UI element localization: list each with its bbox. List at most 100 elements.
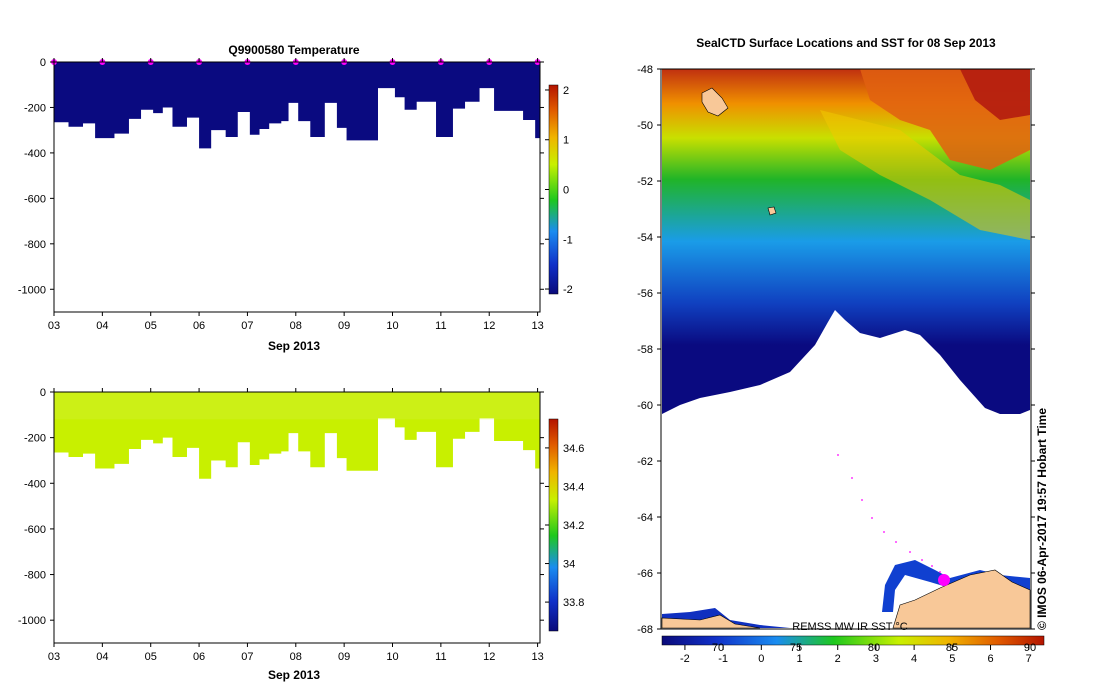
lat-tick-label: -68	[637, 624, 653, 636]
x-tick-label: 13	[531, 651, 543, 663]
y-tick-label: -600	[24, 193, 46, 205]
y-tick-label: -200	[24, 433, 46, 445]
colorbar-tick-label: 33.8	[563, 597, 584, 609]
x-tick-label: 04	[96, 320, 108, 332]
latitude-axis: -48 -50 -52 -54 -56 -58 -60 -62 -64 -66 -68	[637, 64, 1035, 636]
trajectory-point	[837, 454, 839, 456]
x-tick-label: 03	[48, 320, 60, 332]
lat-tick-label: -50	[637, 120, 653, 132]
trajectory-point	[939, 571, 941, 573]
salinity-colorbar-ticks: 34.6 34.4 34.2 34 33.8	[545, 443, 584, 609]
x-tick-label: 09	[338, 320, 350, 332]
x-tick-label: 12	[483, 320, 495, 332]
salinity-colorbar	[548, 418, 559, 632]
trajectory-point	[861, 499, 863, 501]
sst-field	[661, 69, 1031, 629]
x-tick-label: 05	[145, 651, 157, 663]
salinity-profile-fill	[54, 392, 540, 479]
x-tick-label: 10	[386, 651, 398, 663]
trajectory-point	[909, 551, 911, 553]
y-tick-label: -800	[24, 570, 46, 582]
sst-secondary-label: 85	[946, 642, 958, 654]
sst-colorbar-tick-label: -1	[718, 653, 728, 665]
y-tick-label: -400	[24, 148, 46, 160]
colorbar-tick-label: 34.2	[563, 520, 584, 532]
lat-tick-label: -58	[637, 344, 653, 356]
salinity-y-axis: 0 -200 -400 -600 -800 -1000	[18, 387, 544, 627]
sst-secondary-label: 90	[1024, 642, 1036, 654]
imos-timestamp: © IMOS 06-Apr-2017 19:57 Hobart Time	[1035, 408, 1049, 630]
colorbar-tick-label: -2	[563, 284, 573, 296]
x-tick-label: 05	[145, 320, 157, 332]
lat-tick-label: -60	[637, 400, 653, 412]
y-tick-label: -400	[24, 478, 46, 490]
antarctic-land	[892, 569, 1031, 629]
colorbar-tick-label: 1	[563, 135, 569, 147]
lat-tick-label: -54	[637, 232, 653, 244]
heard-island	[767, 206, 777, 216]
temperature-panel: Q9900580 Temperature 0 -200 -400 -600 -800 -1…	[18, 43, 573, 353]
sst-colorbar	[661, 635, 1045, 646]
colorbar-tick-label: 0	[563, 185, 569, 197]
lat-tick-label: -66	[637, 568, 653, 580]
trajectory-point	[931, 565, 933, 567]
y-tick-label: -600	[24, 524, 46, 536]
temperature-profile-fill	[54, 62, 540, 149]
y-tick-label: -200	[24, 102, 46, 114]
lat-tick-label: -52	[637, 176, 653, 188]
sst-colorbar-tick-label: 0	[758, 653, 764, 665]
sst-colorbar-label: REMSS MW IR SST °C	[792, 621, 907, 633]
colorbar-tick-label: 2	[563, 85, 569, 97]
lat-tick-label: -56	[637, 288, 653, 300]
hot-water-patch	[960, 69, 1030, 120]
salinity-plot-frame	[53, 391, 541, 644]
sst-colorbar-tick-label: 6	[987, 653, 993, 665]
salinity-x-axis: 03 04 05 06 07 08 09 10 11 12 13	[48, 388, 544, 663]
x-tick-label: 03	[48, 651, 60, 663]
x-tick-label: 08	[290, 320, 302, 332]
temperature-y-axis: 0 -200 -400 -600 -800 -1000	[18, 57, 544, 296]
sst-colorbar-tick-label: 1	[796, 653, 802, 665]
y-tick-label: -1000	[18, 284, 46, 296]
x-tick-label: 10	[386, 320, 398, 332]
sst-colorbar-tick-label: -2	[680, 653, 690, 665]
trajectory-point	[871, 517, 873, 519]
y-tick-label: -800	[24, 239, 46, 251]
x-tick-label: 06	[193, 651, 205, 663]
sst-colorbar-tick-label: 2	[835, 653, 841, 665]
sst-secondary-label: 80	[868, 642, 880, 654]
y-tick-label: 0	[40, 57, 46, 69]
sst-secondary-label: 75	[790, 642, 802, 654]
y-tick-label: -1000	[18, 615, 46, 627]
sst-map-title: SealCTD Surface Locations and SST for 08…	[696, 36, 996, 50]
lat-tick-label: -64	[637, 512, 653, 524]
salinity-panel: 0 -200 -400 -600 -800 -1000 03 04 05 06 07 08 09 10 1…	[18, 387, 585, 682]
sst-secondary-label: 70	[712, 642, 724, 654]
sst-colorbar-secondary-ticks: 70 75 80 85 90	[712, 642, 1036, 654]
colorbar-tick-label: 34.4	[563, 481, 584, 493]
x-tick-label: 11	[435, 651, 446, 663]
sst-colorbar-tick-label: 4	[911, 653, 917, 665]
x-tick-label: 09	[338, 651, 350, 663]
seal-trajectory	[837, 454, 941, 573]
x-tick-label: 07	[241, 320, 253, 332]
sst-colorbar-tick-label: 3	[873, 653, 879, 665]
lat-tick-label: -62	[637, 456, 653, 468]
x-tick-label: 12	[483, 651, 495, 663]
temperature-x-axis: 03 04 05 06 07 08 09 10 11 12 13	[48, 58, 544, 332]
x-tick-label: 07	[241, 651, 253, 663]
x-tick-label: 06	[193, 320, 205, 332]
trajectory-point	[883, 531, 885, 533]
colorbar-tick-label: 34	[563, 559, 575, 571]
mid-water-patch	[820, 110, 1030, 240]
sst-colorbar-tick-label: 7	[1026, 653, 1032, 665]
salinity-surface-band	[54, 392, 540, 420]
temperature-colorbar-ticks: 2 1 0 -1 -2	[545, 85, 573, 296]
salinity-xlabel: Sep 2013	[268, 668, 320, 682]
x-tick-label: 11	[435, 320, 446, 332]
sst-map-panel: SealCTD Surface Locations and SST for 08…	[637, 36, 1049, 665]
x-tick-label: 04	[96, 651, 108, 663]
trajectory-point	[895, 541, 897, 543]
sst-colorbar-ticks: -2 -1 0 1 2 3 4 5 6 7	[680, 645, 1032, 665]
